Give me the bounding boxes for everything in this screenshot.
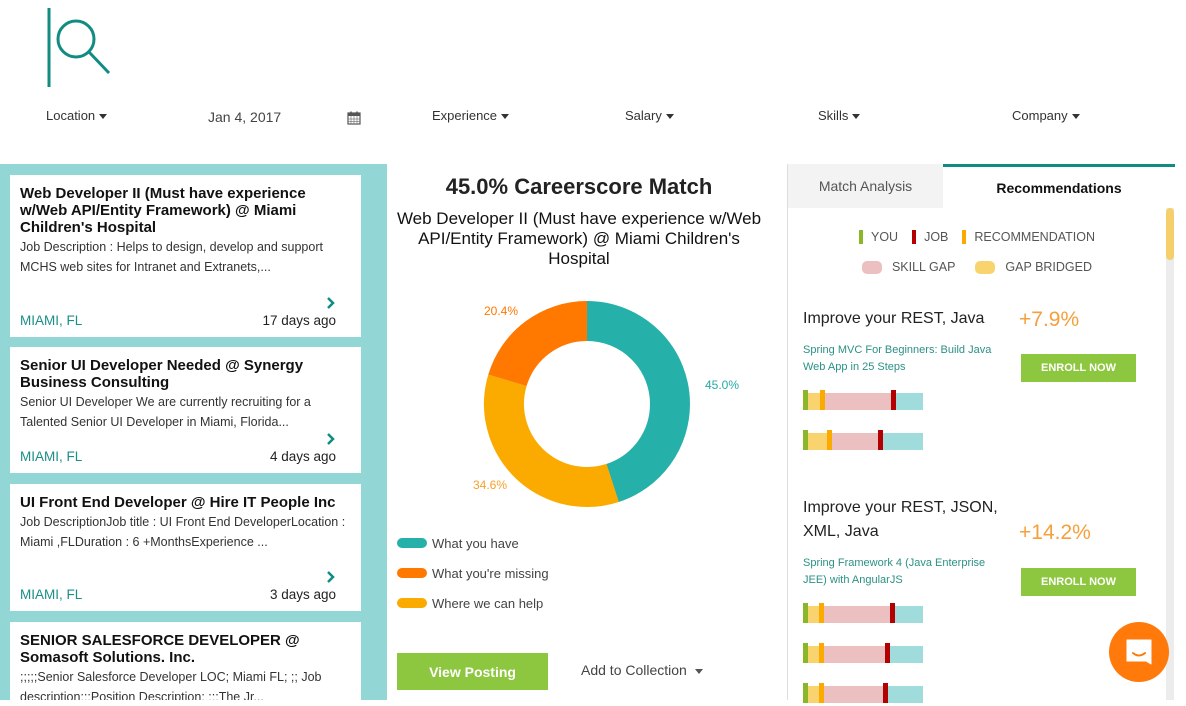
caret-down-icon <box>501 114 510 120</box>
scrollbar-thumb[interactable] <box>1166 208 1174 260</box>
careerscore-title: 45.0% Careerscore Match <box>445 174 713 199</box>
match-donut-chart <box>484 301 690 507</box>
experience-filter[interactable]: Experience <box>432 108 510 123</box>
add-to-collection-label: Add to Collection <box>581 662 687 678</box>
skills-label: Skills <box>818 108 849 123</box>
location-label: Location <box>46 108 96 123</box>
recommendation-item: Improve your REST, JSON, XML, Java +14.2… <box>803 496 1163 706</box>
job-title: SENIOR SALESFORCE DEVELOPER @ Somasoft S… <box>20 632 300 666</box>
view-posting-button[interactable]: View Posting <box>397 653 548 690</box>
chat-icon <box>1126 639 1152 665</box>
match-panel: 45.0% Careerscore Match Web Developer II… <box>387 164 787 700</box>
job-location: MIAMI, FL <box>20 587 83 602</box>
gap-legend-markers: YOU JOB RECOMMENDATION <box>788 230 1166 244</box>
job-age: 3 days ago <box>269 587 336 602</box>
chevron-right-icon[interactable] <box>326 433 336 445</box>
job-age: 17 days ago <box>262 313 336 328</box>
tab-bar: Match Analysis Recommendations <box>788 164 1175 208</box>
chat-launcher-button[interactable] <box>1109 622 1169 682</box>
have-pct-label: 45.0% <box>705 378 740 392</box>
legend-swatch <box>397 538 427 548</box>
caret-down-icon <box>852 114 861 120</box>
selected-job-title: Web Developer II (Must have experience w… <box>396 209 762 268</box>
date-field[interactable]: Jan 4, 2017 <box>208 109 282 125</box>
salary-filter[interactable]: Salary <box>625 108 674 123</box>
company-filter[interactable]: Company <box>1012 108 1080 123</box>
legend-swatch <box>397 598 427 608</box>
filter-bar: Location Jan 4, 2017 Experience Salary S… <box>0 100 1186 136</box>
rec-improvement: +7.9% <box>1019 308 1080 331</box>
chevron-right-icon[interactable] <box>326 297 336 309</box>
add-to-collection-dropdown[interactable]: Add to Collection <box>581 662 703 678</box>
enroll-now-button[interactable]: ENROLL NOW <box>1021 568 1136 596</box>
job-card[interactable]: Web Developer II (Must have experience w… <box>10 175 361 337</box>
job-desc: Job Description : Helps to design, devel… <box>20 240 323 274</box>
caret-down-icon <box>665 114 674 120</box>
legend-gap-bridged: GAP BRIDGED <box>1005 260 1093 274</box>
skill-gap-bar <box>803 430 923 450</box>
calendar-icon[interactable] <box>347 111 361 125</box>
search-logo-icon[interactable] <box>46 8 116 88</box>
tab-recommendations[interactable]: Recommendations <box>943 164 1175 208</box>
job-card[interactable]: UI Front End Developer @ Hire IT People … <box>10 484 361 611</box>
salary-label: Salary <box>625 108 662 123</box>
job-title: Web Developer II (Must have experience w… <box>20 185 306 236</box>
legend-swatch <box>397 568 427 578</box>
skill-gap-bar <box>803 603 923 623</box>
job-card[interactable]: SENIOR SALESFORCE DEVELOPER @ Somasoft S… <box>10 622 361 700</box>
skill-gap-bar <box>803 643 923 663</box>
job-location: MIAMI, FL <box>20 313 83 328</box>
rec-improvement: +14.2% <box>1019 521 1091 544</box>
job-card[interactable]: Senior UI Developer Needed @ Synergy Bus… <box>10 347 361 473</box>
job-title: UI Front End Developer @ Hire IT People … <box>20 494 336 511</box>
company-label: Company <box>1012 108 1068 123</box>
rec-title: Improve your REST, JSON, XML, Java <box>803 499 998 540</box>
course-link[interactable]: Spring Framework 4 (Java Enterprise JEE)… <box>803 557 986 586</box>
rec-title: Improve your REST, Java <box>803 310 985 327</box>
missing-pct-label: 20.4% <box>484 304 519 318</box>
job-title: Senior UI Developer Needed @ Synergy Bus… <box>20 357 304 391</box>
gap-legend-fills: SKILL GAP GAP BRIDGED <box>788 260 1166 274</box>
legend-job: JOB <box>924 230 949 244</box>
chevron-right-icon[interactable] <box>326 571 336 583</box>
enroll-now-button[interactable]: ENROLL NOW <box>1021 354 1136 382</box>
location-filter[interactable]: Location <box>46 108 108 123</box>
job-desc: ;;;;;Senior Salesforce Developer LOC; Mi… <box>20 670 322 700</box>
skill-gap-bar <box>803 683 923 703</box>
tab-match-analysis[interactable]: Match Analysis <box>788 164 943 208</box>
job-desc: Job DescriptionJob title : UI Front End … <box>20 515 346 549</box>
skill-gap-bar <box>803 390 923 410</box>
legend-label: What you have <box>432 535 519 551</box>
recommendations-panel: Match Analysis Recommendations YOU JOB R… <box>787 164 1175 703</box>
recommendation-item: Improve your REST, Java +7.9% Spring MVC… <box>803 307 1163 467</box>
legend-skill-gap: SKILL GAP <box>891 260 956 274</box>
caret-down-icon <box>694 668 703 674</box>
course-link[interactable]: Spring MVC For Beginners: Build Java Web… <box>803 344 992 373</box>
legend-recommendation: RECOMMENDATION <box>974 230 1095 244</box>
experience-label: Experience <box>432 108 498 123</box>
legend-you: YOU <box>870 230 899 244</box>
job-desc: Senior UI Developer We are currently rec… <box>20 395 311 429</box>
job-location: MIAMI, FL <box>20 449 83 464</box>
job-list[interactable]: Web Developer II (Must have experience w… <box>0 164 387 700</box>
caret-down-icon <box>99 114 108 120</box>
chart-legend: What you have What you're missing Where … <box>397 528 549 618</box>
job-age: 4 days ago <box>269 449 336 464</box>
legend-label: Where we can help <box>432 595 544 611</box>
skills-filter[interactable]: Skills <box>818 108 861 123</box>
help-pct-label: 34.6% <box>473 478 508 492</box>
scrollbar[interactable] <box>1166 208 1174 700</box>
caret-down-icon <box>1071 114 1080 120</box>
legend-label: What you're missing <box>432 565 549 581</box>
